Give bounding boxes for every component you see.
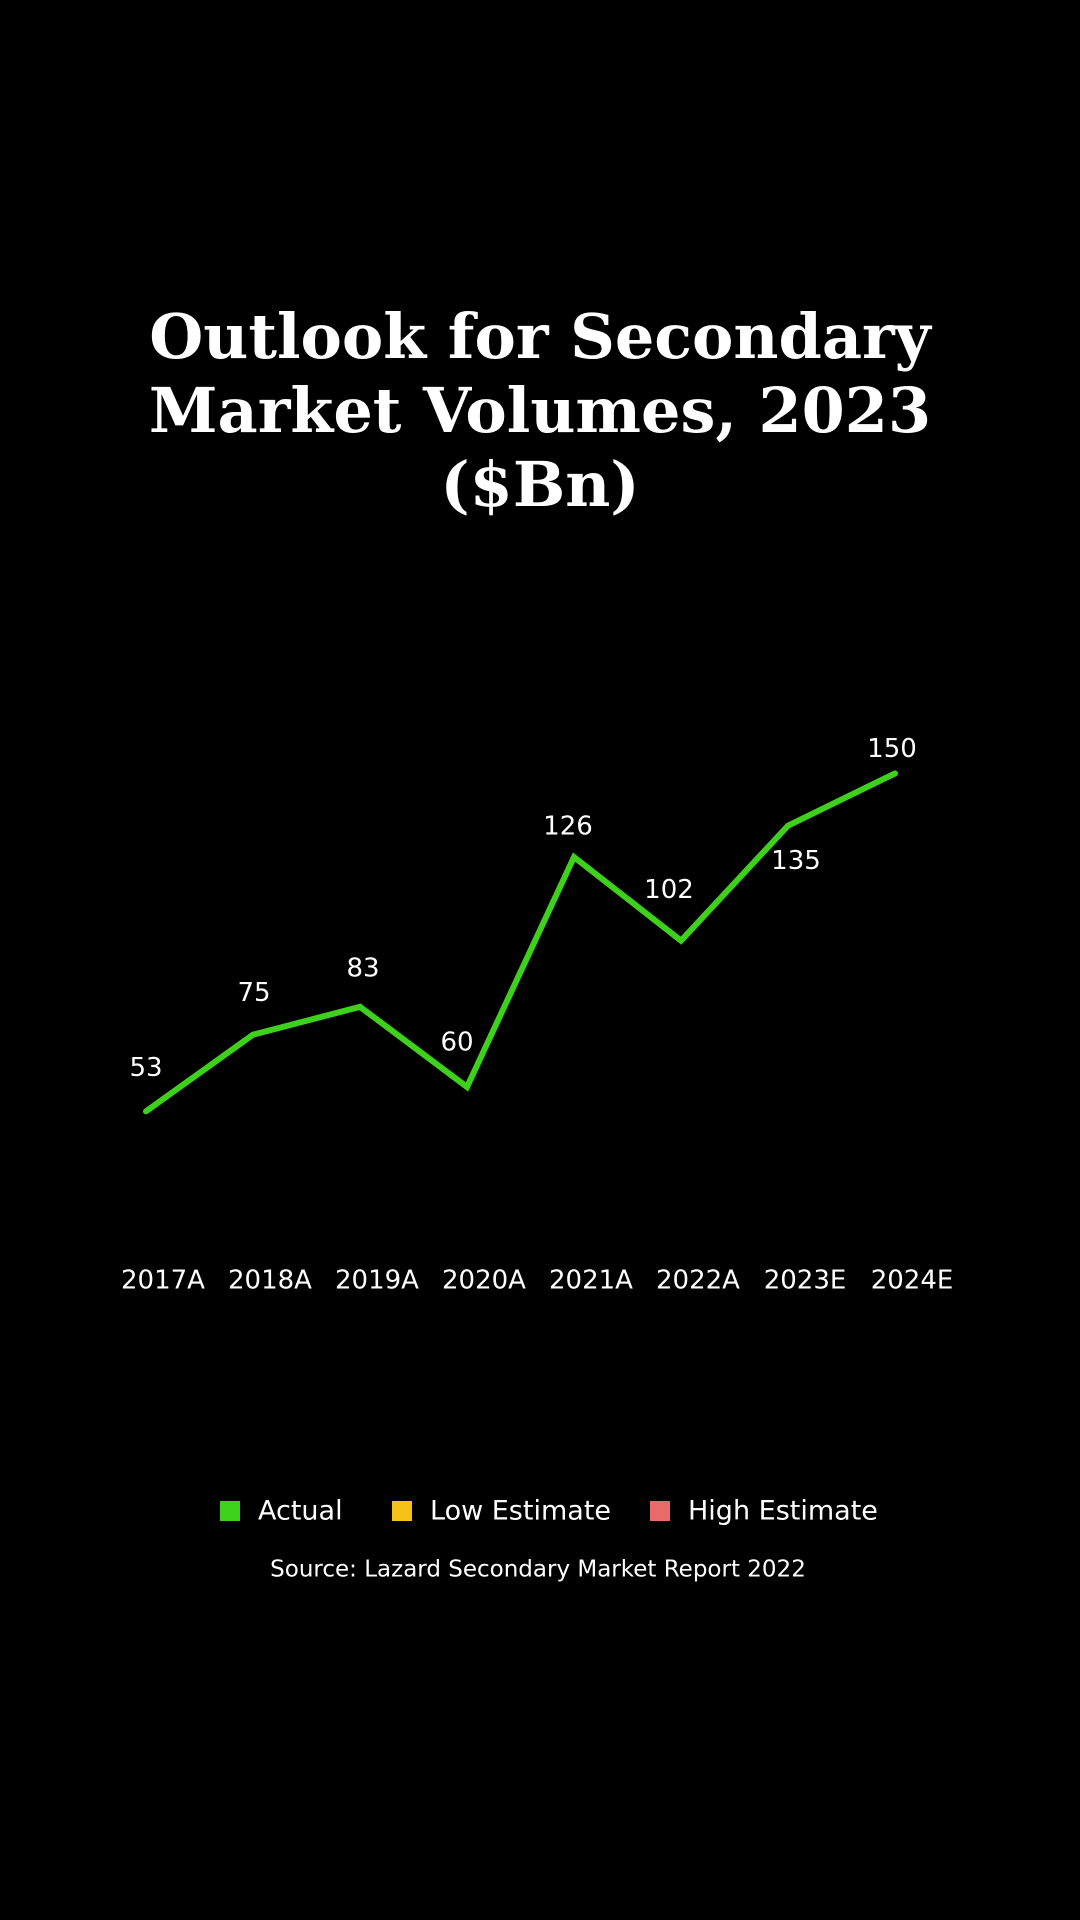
data-label: 135 [771,846,821,876]
data-label: 102 [644,875,694,905]
legend-swatch [392,1501,412,1521]
x-tick-label: 2023E [764,1266,847,1296]
data-label: 150 [867,734,917,764]
legend-swatch [220,1501,240,1521]
legend-label: High Estimate [688,1496,878,1527]
chart-title: Outlook for Secondary Market Volumes, 20… [148,300,932,521]
data-label: 53 [129,1053,162,1083]
legend-label: Actual [258,1496,343,1527]
source-note: Source: Lazard Secondary Market Report 2… [270,1557,806,1583]
x-tick-label: 2021A [549,1266,633,1296]
legend-label: Low Estimate [430,1496,611,1527]
data-label: 126 [543,812,593,842]
data-label: 75 [237,978,270,1008]
data-label: 83 [346,953,379,983]
x-tick-label: 2019A [335,1266,419,1296]
line-series [143,770,898,1115]
x-tick-label: 2017A [121,1266,205,1296]
legend-swatch [650,1501,670,1521]
x-tick-label: 2022A [656,1266,740,1296]
data-label: 60 [440,1027,473,1057]
x-tick-label: 2020A [442,1266,526,1296]
x-tick-label: 2024E [871,1266,954,1296]
x-tick-label: 2018A [228,1266,312,1296]
